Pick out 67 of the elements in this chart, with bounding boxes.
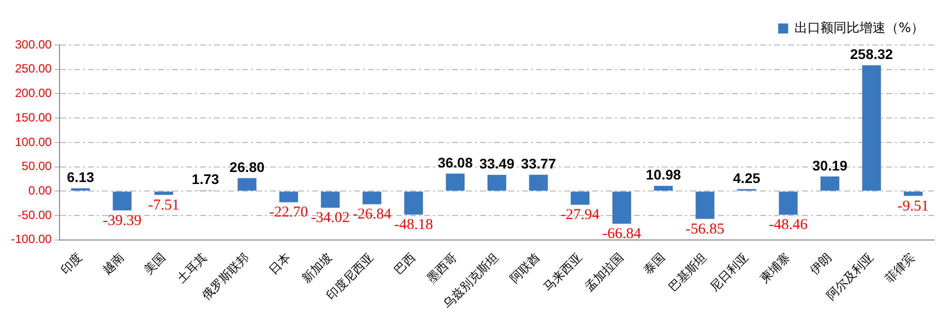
bar — [696, 192, 714, 219]
data-label: -27.94 — [560, 207, 600, 224]
bar — [778, 192, 798, 215]
bar — [529, 174, 548, 191]
bar — [904, 192, 923, 196]
x-tick-label: 巴基斯坦 — [666, 250, 710, 294]
x-tick-label: 印度 — [58, 250, 85, 278]
data-label: 33.77 — [520, 156, 556, 172]
x-tick-label: 土耳其 — [174, 250, 210, 286]
x-tick-label: 巴西 — [391, 250, 418, 278]
x-tick-label: 马来西亚 — [540, 250, 584, 294]
y-tick-label: 50.00 — [22, 159, 52, 174]
data-label: -48.46 — [768, 217, 808, 234]
bar — [279, 192, 298, 202]
bar — [320, 192, 340, 208]
bar — [362, 192, 382, 204]
bar — [487, 174, 506, 191]
data-label: 1.73 — [192, 171, 220, 188]
x-tick-label: 伊朗 — [807, 250, 834, 278]
data-label: 33.49 — [479, 156, 515, 172]
bar — [112, 192, 132, 210]
data-label: 4.25 — [733, 170, 760, 186]
y-tick-label: 150.00 — [14, 110, 52, 124]
data-label: -9.51 — [898, 198, 929, 214]
bar — [820, 176, 840, 191]
data-label: -48.18 — [394, 217, 433, 234]
data-label: 36.08 — [438, 154, 473, 170]
data-label: -7.51 — [148, 197, 180, 214]
x-tick-label: 墨西哥 — [424, 250, 460, 286]
x-tick-label: 尼日利亚 — [707, 250, 751, 294]
x-tick-label: 阿联酋 — [507, 250, 543, 286]
bar — [154, 192, 174, 195]
y-tick-label: 100.00 — [14, 134, 52, 149]
bar — [446, 174, 465, 191]
data-label: -39.39 — [102, 212, 142, 229]
y-tick-label: 300.00 — [14, 37, 52, 52]
y-tick-label: 0.00 — [28, 183, 52, 198]
data-label: 6.13 — [66, 169, 94, 186]
bar — [862, 65, 881, 191]
x-tick-label: 柬埔寨 — [757, 250, 793, 286]
x-tick-label: 越南 — [100, 250, 126, 278]
y-tick-label: -50.00 — [18, 208, 52, 222]
x-tick-label: 新加坡 — [299, 250, 335, 286]
x-tick-label: 美国 — [141, 250, 168, 278]
x-tick-label: 泰国 — [640, 250, 668, 278]
data-label: -34.02 — [310, 210, 350, 226]
data-label: -22.70 — [269, 204, 308, 221]
y-tick-label: 200.00 — [14, 86, 52, 100]
data-label: 10.98 — [646, 166, 682, 183]
y-tick-label: 250.00 — [14, 62, 52, 76]
x-tick-label: 日本 — [266, 250, 294, 278]
x-tick-label: 孟加拉国 — [582, 250, 626, 294]
bar — [570, 192, 590, 205]
bar — [238, 178, 256, 191]
bar — [71, 188, 90, 191]
legend-label: 出口额同比增速（%） — [794, 20, 924, 36]
data-label: -66.84 — [602, 226, 642, 242]
data-label: -26.84 — [352, 206, 392, 223]
y-tick-label: -100.00 — [10, 232, 52, 246]
bar — [654, 186, 673, 191]
data-label: 26.80 — [230, 158, 265, 175]
x-tick-label: 菲律宾 — [882, 250, 918, 286]
data-label: -56.85 — [686, 221, 724, 238]
data-label: 258.32 — [850, 46, 894, 62]
data-label: 30.19 — [812, 157, 848, 174]
bar — [404, 192, 423, 215]
bar — [612, 192, 632, 224]
